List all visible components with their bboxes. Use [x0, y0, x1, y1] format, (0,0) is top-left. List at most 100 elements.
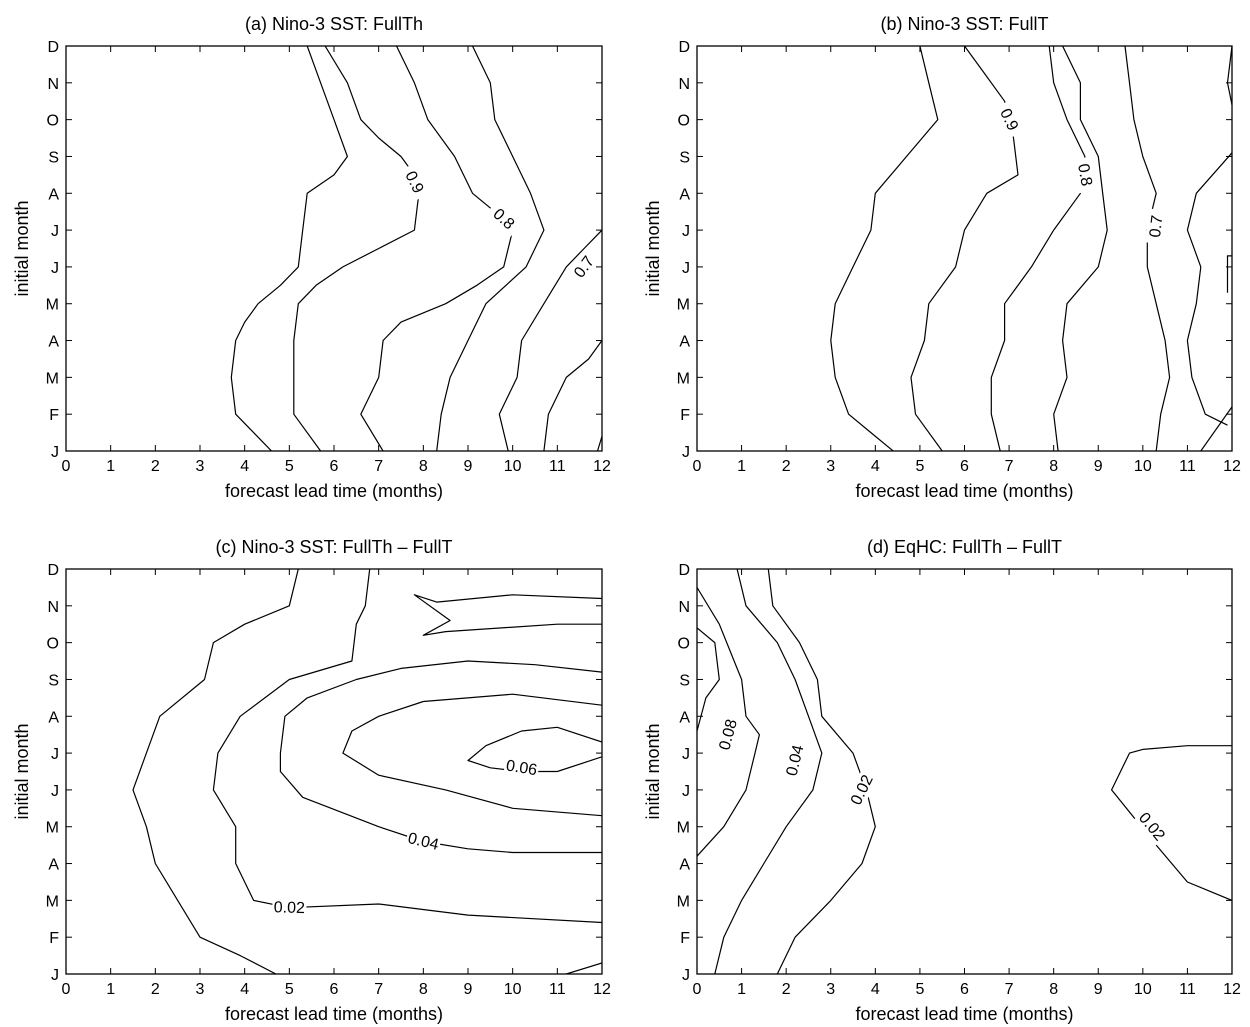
x-tick-label: 1 [106, 458, 115, 475]
y-tick-label: J [682, 783, 690, 800]
y-tick-label: A [679, 857, 690, 874]
contour-line-0p06 [342, 693, 602, 817]
y-tick-label: N [678, 76, 690, 93]
panel-title: (b) Nino-3 SST: FullT [880, 14, 1048, 34]
x-tick-label: 1 [737, 981, 746, 998]
contour-line-0p9 [910, 46, 1019, 451]
y-tick-label: M [46, 297, 59, 314]
x-tick-label: 11 [1179, 981, 1196, 998]
panel-title: (a) Nino-3 SST: FullTh [245, 14, 423, 34]
x-tick-label: 0 [62, 981, 71, 998]
y-tick-label: M [46, 370, 59, 387]
x-tick-label: 11 [549, 458, 566, 475]
contour-line [467, 726, 602, 773]
y-tick-label: J [682, 260, 690, 277]
y-tick-label: N [47, 76, 59, 93]
x-tick-label: 10 [1134, 458, 1152, 475]
contour-line [1226, 255, 1232, 293]
y-tick-label: M [677, 370, 690, 387]
y-tick-label: F [49, 407, 59, 424]
x-tick-label: 5 [915, 458, 924, 475]
panel-c: (c) Nino-3 SST: FullTh – FullT0.020.040.… [12, 537, 611, 1024]
y-tick-label: A [48, 709, 59, 726]
y-axis-label: initial month [643, 200, 663, 296]
y-tick-label: F [680, 407, 690, 424]
x-tick-label: 4 [240, 981, 249, 998]
x-tick-label: 7 [1005, 458, 1014, 475]
x-tick-label: 9 [464, 458, 473, 475]
y-tick-label: N [47, 599, 59, 616]
x-tick-label: 9 [464, 981, 473, 998]
y-tick-label: J [682, 223, 690, 240]
x-tick-label: 2 [151, 458, 160, 475]
y-tick-label: S [48, 149, 59, 166]
x-tick-label: 5 [285, 981, 294, 998]
panel-title: (d) EqHC: FullTh – FullT [867, 537, 1062, 557]
x-tick-label: 6 [960, 458, 969, 475]
contour-labels: 0.90.80.7 [398, 163, 602, 286]
x-axis-label: forecast lead time (months) [855, 481, 1073, 501]
contour-line-0p9 [293, 46, 420, 451]
y-tick-label: J [51, 444, 59, 461]
y-tick-label: J [682, 746, 690, 763]
contour-labels: 0.90.80.7 [993, 100, 1168, 245]
contour-lines [132, 569, 602, 974]
contour-line [132, 569, 299, 974]
x-tick-label: 6 [330, 981, 339, 998]
x-tick-label: 8 [1049, 981, 1058, 998]
contour-label: 0.02 [274, 899, 306, 917]
contour-line [436, 46, 545, 451]
x-tick-label: 7 [374, 458, 383, 475]
x-tick-label: 12 [1223, 458, 1241, 475]
y-tick-label: M [677, 893, 690, 910]
panel-d: (d) EqHC: FullTh – FullT0.080.040.020.02… [643, 537, 1241, 1024]
contour-label: 0.04 [406, 830, 440, 854]
x-tick-label: 3 [826, 458, 835, 475]
contour-line [566, 962, 602, 974]
contour-line [1226, 46, 1232, 106]
contour-line [830, 46, 939, 451]
y-tick-label: D [678, 39, 690, 56]
contour-line [1186, 152, 1232, 426]
contour-label: 0.04 [784, 743, 808, 777]
x-tick-label: 8 [419, 458, 428, 475]
x-tick-label: 10 [504, 458, 522, 475]
contour-label: 0.08 [716, 717, 741, 752]
x-tick-label: 2 [782, 981, 791, 998]
contour-line [230, 46, 348, 451]
x-axis-label: forecast lead time (months) [225, 1004, 443, 1024]
y-tick-label: O [47, 636, 59, 653]
x-tick-label: 6 [960, 981, 969, 998]
contour-line-0p02 [1110, 745, 1232, 901]
x-tick-label: 5 [285, 458, 294, 475]
y-tick-label: M [46, 893, 59, 910]
y-tick-label: M [677, 820, 690, 837]
contour-lines [697, 569, 1232, 974]
x-tick-label: 4 [240, 458, 249, 475]
contour-line [596, 436, 602, 451]
x-tick-label: 2 [151, 981, 160, 998]
y-tick-label: A [48, 334, 59, 351]
x-tick-label: 3 [826, 981, 835, 998]
y-tick-label: J [682, 967, 690, 984]
y-tick-label: D [47, 562, 59, 579]
y-tick-label: J [51, 967, 59, 984]
contour-labels: 0.02 0.04 0.06 [272, 756, 540, 918]
contour-line [498, 229, 602, 451]
contour-line-0p04 [279, 660, 602, 854]
y-axis-label: initial month [12, 723, 32, 819]
x-tick-label: 12 [593, 458, 611, 475]
x-tick-label: 9 [1094, 981, 1103, 998]
y-tick-label: M [46, 820, 59, 837]
y-tick-label: A [679, 709, 690, 726]
x-tick-label: 8 [419, 981, 428, 998]
y-axis-label: initial month [12, 200, 32, 296]
contour-line [767, 569, 876, 974]
contour-line-0p04 [697, 587, 761, 857]
y-tick-label: J [51, 260, 59, 277]
contour-line-0p8 [990, 46, 1086, 451]
contour-lines [830, 46, 1232, 451]
panel-title: (c) Nino-3 SST: FullTh – FullT [215, 537, 452, 557]
